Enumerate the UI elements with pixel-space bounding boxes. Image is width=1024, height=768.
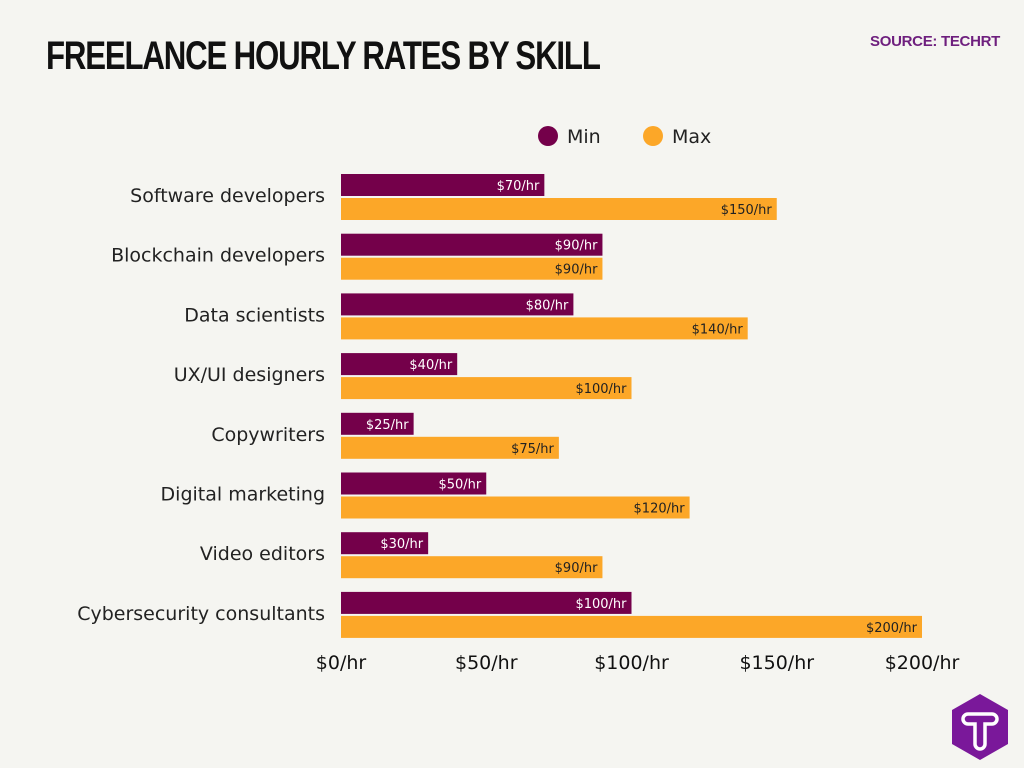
category-label: Cybersecurity consultants (77, 603, 325, 625)
category-label: Data scientists (184, 304, 325, 326)
x-tick-label: $100/hr (594, 652, 669, 674)
bar-min (341, 472, 487, 495)
data-label: $90/hr (555, 561, 598, 576)
category-label: UX/UI designers (174, 364, 325, 386)
data-label: $30/hr (380, 537, 423, 552)
legend-marker-max (643, 126, 663, 146)
legend-marker-min (538, 126, 558, 146)
x-tick-label: $150/hr (739, 652, 814, 674)
category-label: Video editors (200, 543, 325, 565)
data-label: $140/hr (692, 322, 744, 337)
bar-max (341, 257, 603, 280)
data-label: $25/hr (366, 418, 409, 433)
bar-max (341, 615, 922, 638)
data-label: $70/hr (497, 179, 540, 194)
bar-max (341, 317, 748, 340)
data-label: $80/hr (526, 298, 569, 313)
source-label: SOURCE: TECHRT (870, 33, 1000, 50)
bar-min (341, 412, 414, 435)
chart-title: FREELANCE HOURLY RATES BY SKILL (46, 34, 601, 78)
data-label: $100/hr (575, 382, 627, 397)
data-label: $200/hr (866, 621, 918, 636)
category-label: Digital marketing (161, 484, 325, 506)
bar-max (341, 198, 777, 220)
bar-min (341, 591, 632, 614)
data-label: $100/hr (575, 597, 627, 612)
data-label: $90/hr (555, 263, 598, 278)
data-label: $40/hr (409, 358, 452, 373)
x-tick-label: $200/hr (885, 652, 960, 674)
data-label: $120/hr (634, 502, 686, 517)
bar-max (341, 496, 690, 519)
category-label: Copywriters (211, 424, 325, 446)
data-label: $150/hr (721, 203, 773, 218)
x-tick-label: $0/hr (316, 652, 367, 674)
legend-label: Max (672, 126, 711, 148)
data-label: $50/hr (438, 478, 481, 493)
bar-min (341, 233, 603, 256)
bar-min (341, 293, 574, 316)
data-label: $90/hr (555, 239, 598, 254)
techrt-logo-icon (952, 694, 1008, 760)
bar-min (341, 532, 429, 555)
bar-max (341, 377, 632, 400)
category-label: Blockchain developers (111, 245, 325, 267)
legend-label: Min (567, 126, 601, 148)
category-label: Software developers (130, 185, 325, 207)
bar-max (341, 436, 559, 459)
bar-max (341, 556, 603, 579)
bar-min (341, 174, 545, 196)
x-tick-label: $50/hr (455, 652, 518, 674)
bar-min (341, 353, 458, 376)
data-label: $75/hr (511, 442, 554, 457)
